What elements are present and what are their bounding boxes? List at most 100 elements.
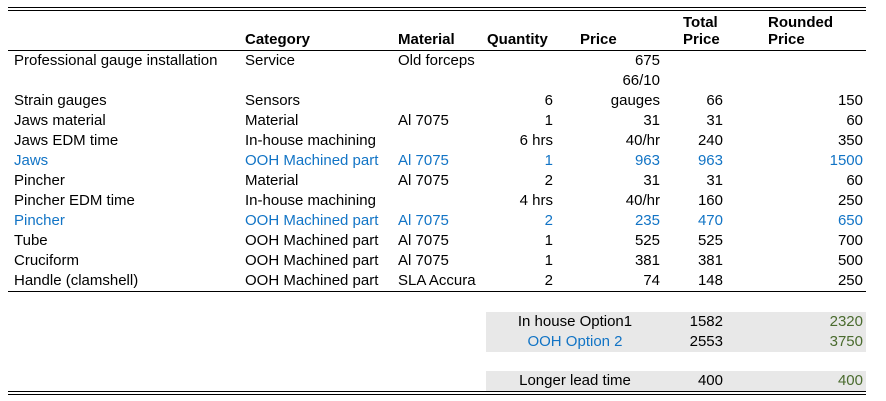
cell-total-price: 160 — [697, 192, 723, 209]
summary-stripe: In house Option1 1582 2320 — [486, 312, 866, 332]
spacer — [8, 292, 866, 312]
header-material: Material — [398, 31, 455, 48]
cell-quantity: 1 — [544, 152, 553, 169]
cell-rounded-price: 500 — [837, 252, 863, 269]
cell-price: 31 — [643, 172, 660, 189]
cell-category: OOH Machined part — [245, 212, 379, 229]
cell-quantity: 2 — [544, 172, 553, 189]
cell-total-price: 148 — [697, 272, 723, 289]
cell-price: gauges — [610, 92, 660, 109]
cell-rounded-price: 250 — [837, 192, 863, 209]
cell-item: Jaws — [14, 152, 49, 169]
cell-category: OOH Machined part — [245, 152, 379, 169]
cell-price: 40/hr — [625, 192, 660, 209]
summary-option-row: OOH Option 2 2553 3750 — [8, 332, 866, 352]
spacer — [8, 352, 866, 371]
cell-price: 675 — [634, 52, 660, 69]
cell-rounded-price: 1500 — [829, 152, 863, 169]
summary-total: 2553 — [689, 333, 723, 350]
lead-time-row: Longer lead time 400 400 — [8, 371, 866, 391]
cell-category: OOH Machined part — [245, 232, 379, 249]
cell-total-price: 525 — [697, 232, 723, 249]
table-row: Strain gauges Sensors 6 gauges 66 150 — [8, 91, 866, 111]
cell-rounded-price: 700 — [837, 232, 863, 249]
cell-item: Pincher — [14, 172, 65, 189]
table-row: Jaws EDM time In-house machining 6 hrs 4… — [8, 131, 866, 151]
table-row: Jaws material Material Al 7075 1 31 31 6… — [8, 111, 866, 131]
cell-item: Professional gauge installation — [14, 52, 218, 69]
table-row: Cruciform OOH Machined part Al 7075 1 38… — [8, 251, 866, 271]
lead-time-rounded: 400 — [837, 372, 863, 389]
cell-category: Material — [245, 112, 299, 129]
cell-quantity: 1 — [544, 252, 553, 269]
cell-quantity: 1 — [544, 112, 553, 129]
table-body: Professional gauge installation Service … — [8, 51, 866, 292]
header-quantity: Quantity — [487, 31, 548, 48]
cell-item: Tube — [14, 232, 48, 249]
table-row-highlighted: Jaws OOH Machined part Al 7075 1 963 963… — [8, 151, 866, 171]
header-price: Price — [580, 31, 617, 48]
cell-price: 66/10 — [622, 72, 660, 89]
cell-price: 963 — [634, 152, 660, 169]
summary-total: 1582 — [689, 313, 723, 330]
cell-material: Al 7075 — [398, 112, 449, 129]
cell-price: 525 — [634, 232, 660, 249]
table-row: 66/10 — [8, 71, 866, 91]
cell-price: 40/hr — [625, 132, 660, 149]
cell-rounded-price: 650 — [837, 212, 863, 229]
cost-table: Category Material Quantity Price Total P… — [8, 7, 866, 395]
cell-category: Sensors — [245, 92, 301, 109]
cell-quantity: 4 hrs — [519, 192, 553, 209]
cell-item: Pincher — [14, 212, 65, 229]
table-row: Pincher EDM time In-house machining 4 hr… — [8, 191, 866, 211]
cell-quantity: 2 — [544, 272, 553, 289]
cell-category: In-house machining — [245, 192, 376, 209]
cell-total-price: 31 — [706, 172, 723, 189]
header-rounded-price: Rounded Price — [768, 14, 833, 48]
table-row: Pincher Material Al 7075 2 31 31 60 — [8, 171, 866, 191]
cell-quantity: 6 hrs — [519, 132, 553, 149]
summary-stripe: OOH Option 2 2553 3750 — [486, 332, 866, 352]
cell-total-price: 66 — [706, 92, 723, 109]
table-header-row: Category Material Quantity Price Total P… — [8, 11, 866, 51]
cell-item: Jaws material — [14, 112, 106, 129]
cell-total-price: 381 — [697, 252, 723, 269]
summary-stripe: Longer lead time 400 400 — [486, 371, 866, 391]
cell-price: 31 — [643, 112, 660, 129]
cell-quantity: 6 — [544, 92, 553, 109]
cell-material: Al 7075 — [398, 152, 449, 169]
table-row-highlighted: Pincher OOH Machined part Al 7075 2 235 … — [8, 211, 866, 231]
cell-price: 74 — [643, 272, 660, 289]
cell-material: Al 7075 — [398, 212, 449, 229]
header-category: Category — [245, 31, 311, 48]
header-total-price: Total Price — [683, 14, 720, 48]
cell-total-price: 470 — [697, 212, 723, 229]
summary-option-row: In house Option1 1582 2320 — [8, 312, 866, 332]
cell-rounded-price: 150 — [837, 92, 863, 109]
cell-category: In-house machining — [245, 132, 376, 149]
cell-quantity: 2 — [544, 212, 553, 229]
lead-time-label: Longer lead time — [519, 372, 631, 389]
cell-category: Material — [245, 172, 299, 189]
cell-material: SLA Accura — [398, 272, 476, 289]
cell-total-price: 31 — [706, 112, 723, 129]
summary-rounded: 2320 — [829, 313, 863, 330]
cell-rounded-price: 60 — [846, 112, 863, 129]
cell-price: 381 — [634, 252, 660, 269]
cell-category: OOH Machined part — [245, 272, 379, 289]
summary-label: OOH Option 2 — [527, 333, 623, 350]
cell-item: Cruciform — [14, 252, 80, 269]
table-row: Professional gauge installation Service … — [8, 51, 866, 71]
cell-total-price: 240 — [697, 132, 723, 149]
cell-item: Handle (clamshell) — [14, 272, 139, 289]
cell-category: Service — [245, 52, 296, 69]
cell-material: Al 7075 — [398, 252, 449, 269]
summary-rounded: 3750 — [829, 333, 863, 350]
cell-item: Strain gauges — [14, 92, 107, 109]
cell-quantity: 1 — [544, 232, 553, 249]
cell-item: Jaws EDM time — [14, 132, 119, 149]
cell-total-price: 963 — [697, 152, 723, 169]
cell-rounded-price: 350 — [837, 132, 863, 149]
header-item — [8, 11, 244, 50]
